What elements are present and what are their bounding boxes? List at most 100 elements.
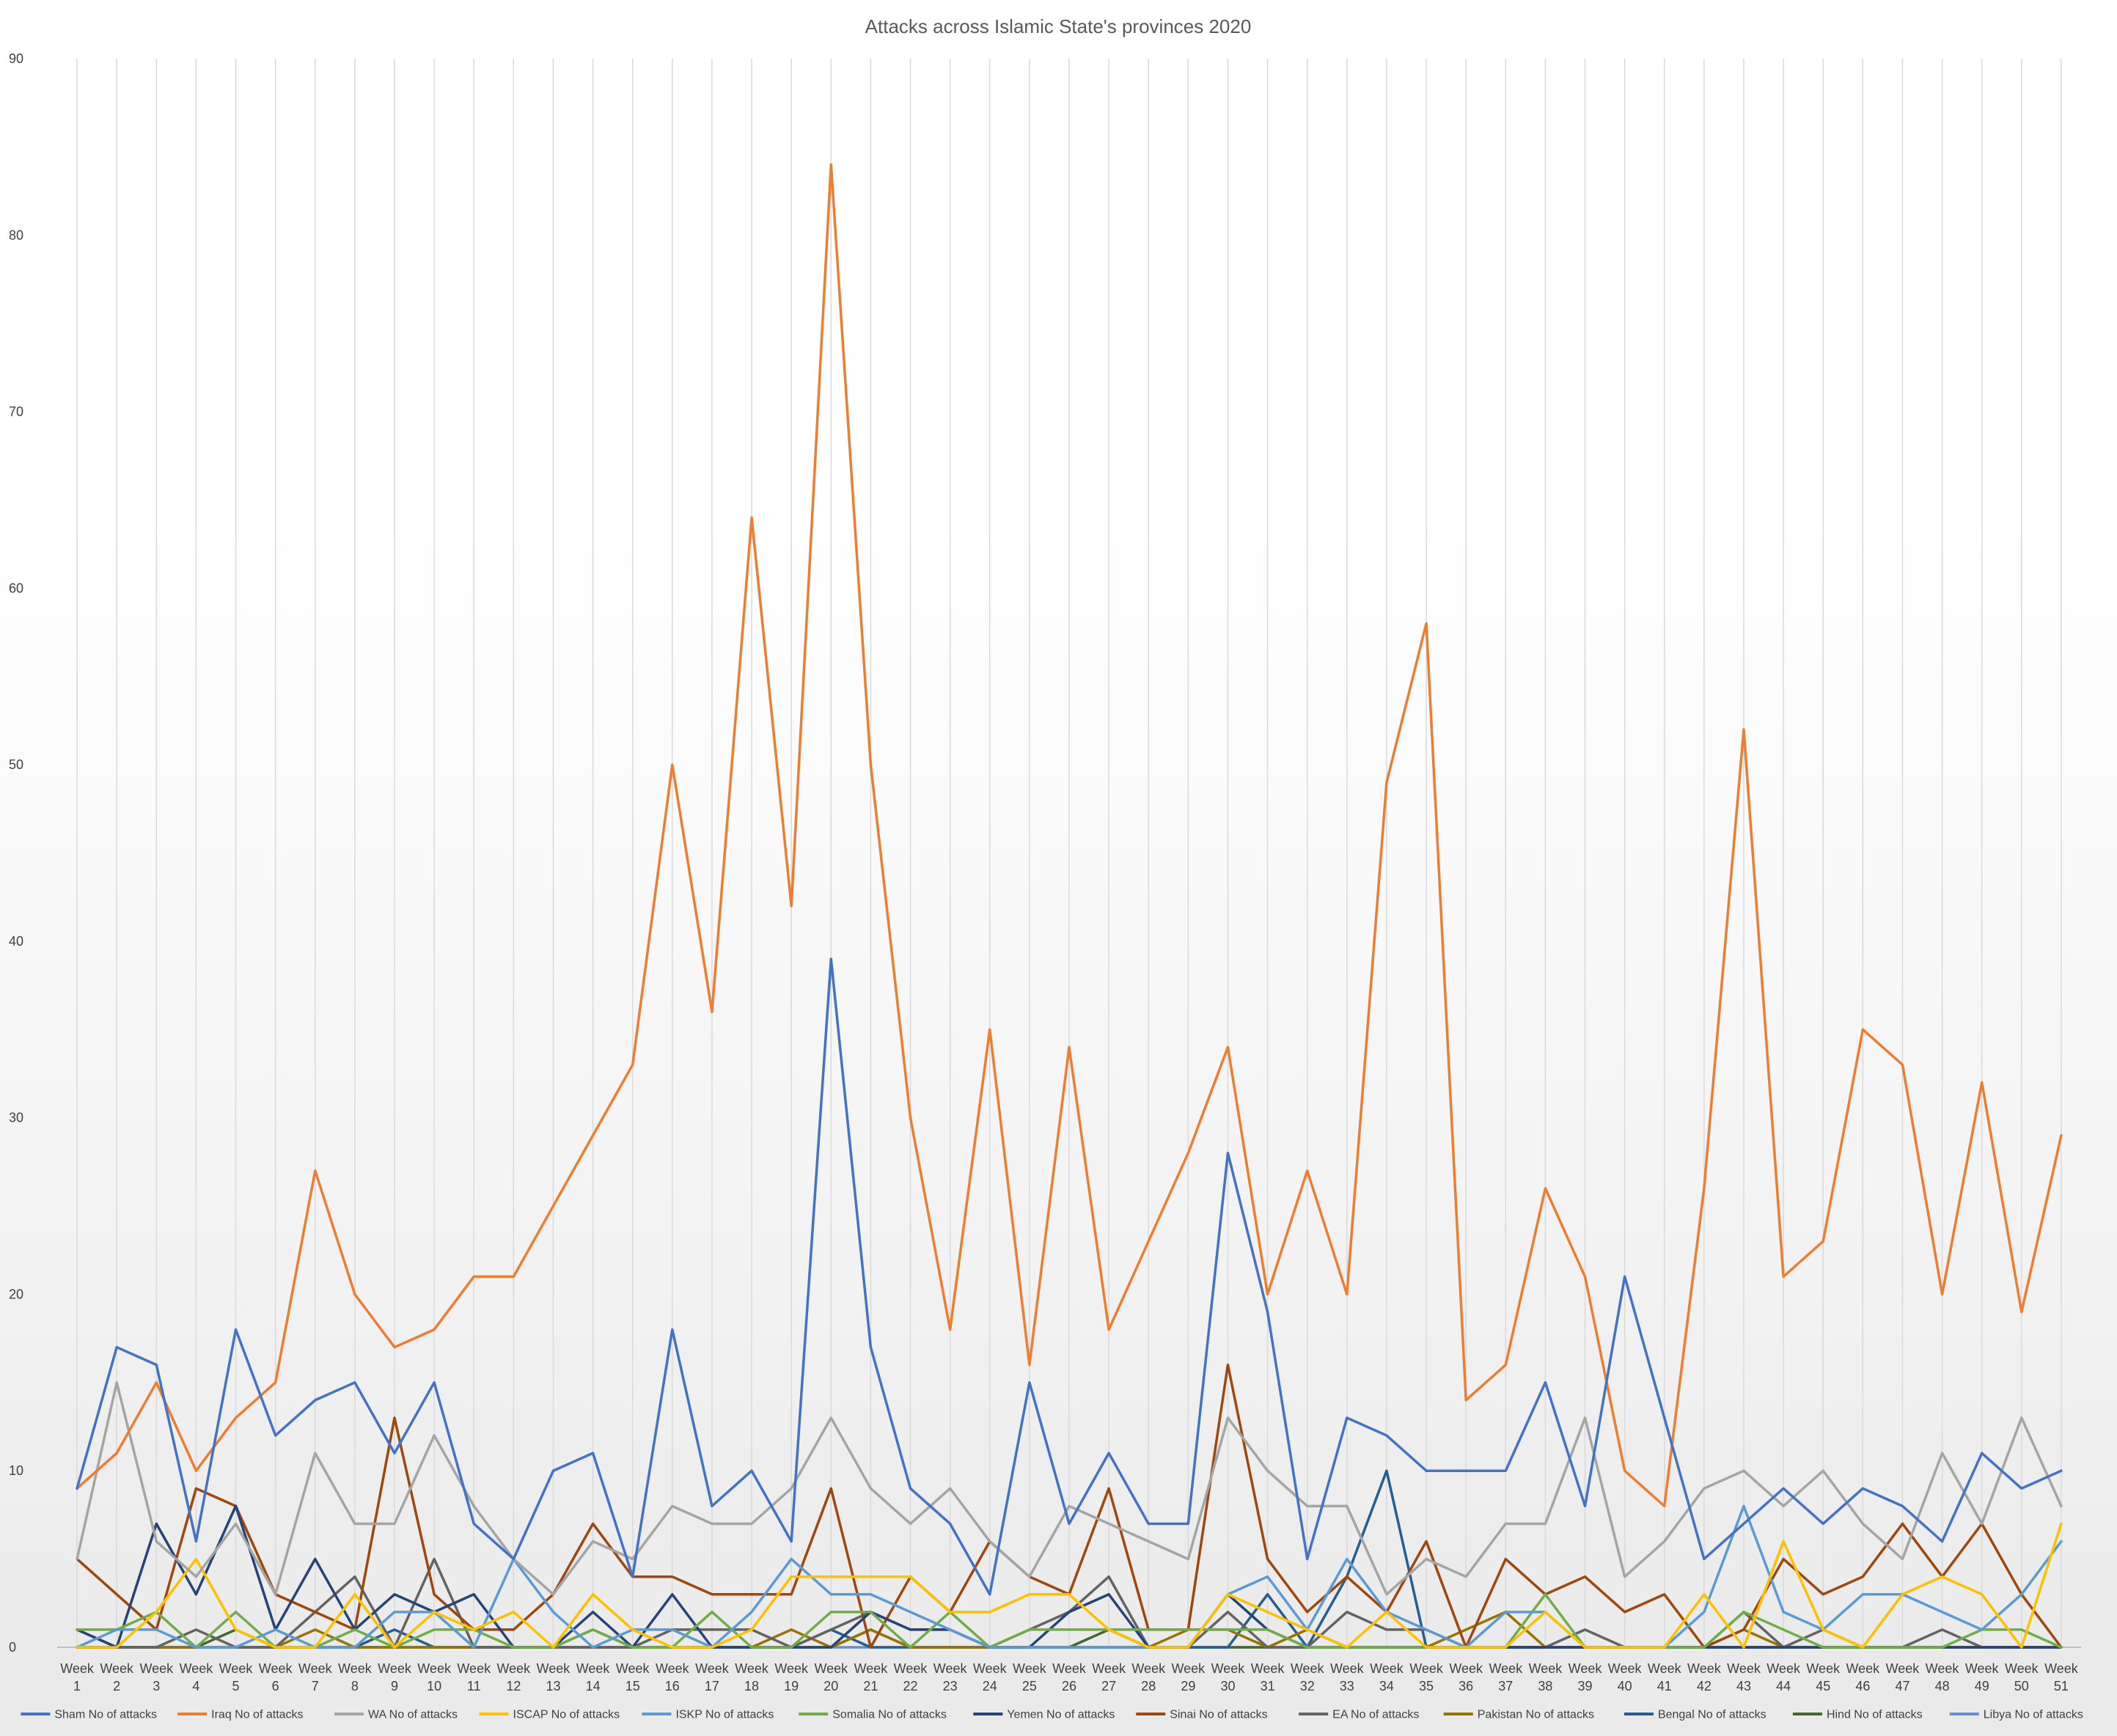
x-tick-label: Week 48 <box>1926 1661 1960 1693</box>
x-tick-label: Week 2 <box>100 1661 134 1693</box>
x-tick-label: Week 35 <box>1409 1661 1444 1693</box>
x-tick-label: Week 46 <box>1846 1661 1881 1693</box>
legend-item: Libya No of attacks <box>1949 1709 2083 1721</box>
y-tick-label: 10 <box>9 1463 23 1478</box>
x-tick-label: Week 30 <box>1211 1661 1246 1693</box>
legend-item: Bengal No of attacks <box>1623 1709 1766 1721</box>
x-tick-label: Week 11 <box>457 1661 491 1693</box>
x-tick-label: Week 17 <box>695 1661 730 1693</box>
chart-title: Attacks across Islamic State's provinces… <box>865 15 1252 37</box>
x-tick-label: Week 37 <box>1489 1661 1523 1693</box>
x-tick-label: Week 23 <box>933 1661 968 1693</box>
series-line <box>76 957 2063 1596</box>
x-tick-label: Week 51 <box>2044 1661 2079 1693</box>
legend-item: EA No of attacks <box>1299 1709 1419 1721</box>
x-tick-label: Week 40 <box>1608 1661 1643 1693</box>
x-tick-label: Week 1 <box>60 1661 95 1693</box>
legend-item: ISKP No of attacks <box>642 1709 774 1721</box>
legend-label: ISCAP No of attacks <box>513 1709 620 1721</box>
legend-label: Libya No of attacks <box>1984 1709 2083 1721</box>
legend-label: ISKP No of attacks <box>675 1709 774 1721</box>
x-tick-label: Week 16 <box>656 1661 690 1693</box>
x-tick-label: Week 12 <box>497 1661 532 1693</box>
legend-item: Somalia No of attacks <box>799 1709 947 1721</box>
y-tick-label: 90 <box>9 51 23 66</box>
legend-item: WA No of attacks <box>334 1709 458 1721</box>
x-tick-label: Week 25 <box>1013 1661 1047 1693</box>
x-tick-label: Week 3 <box>139 1661 174 1693</box>
x-tick-label: Week 42 <box>1687 1661 1722 1693</box>
x-tick-label: Week 13 <box>537 1661 571 1693</box>
legend-item: Yemen No of attacks <box>973 1709 1115 1721</box>
legend-label: Somalia No of attacks <box>832 1709 947 1721</box>
legend-item: Pakistan No of attacks <box>1443 1709 1594 1721</box>
legend-item: Sinai No of attacks <box>1136 1709 1268 1721</box>
series-line <box>76 1381 2063 1596</box>
x-tick-label: Week 43 <box>1727 1661 1761 1693</box>
x-tick-label: Week 33 <box>1330 1661 1365 1693</box>
y-tick-label: 0 <box>9 1640 16 1655</box>
x-tick-label: Week 6 <box>259 1661 293 1693</box>
legend-label: Pakistan No of attacks <box>1478 1709 1594 1721</box>
x-tick-label: Week 44 <box>1766 1661 1801 1693</box>
x-tick-label: Week 18 <box>735 1661 769 1693</box>
legend-label: Sinai No of attacks <box>1170 1709 1267 1721</box>
x-tick-label: Week 22 <box>894 1661 928 1693</box>
x-tick-label: Week 29 <box>1172 1661 1206 1693</box>
x-tick-label: Week 47 <box>1886 1661 1920 1693</box>
legend-item: Hind No of attacks <box>1792 1709 1923 1721</box>
legend-item: Sham No of attacks <box>21 1709 157 1721</box>
legend-label: Bengal No of attacks <box>1658 1709 1766 1721</box>
legend-label: EA No of attacks <box>1332 1709 1419 1721</box>
series-line <box>76 163 2063 1508</box>
x-tick-label: Week 9 <box>378 1661 412 1693</box>
y-tick-label: 20 <box>9 1287 23 1301</box>
series-lines <box>76 163 2063 1649</box>
x-tick-label: Week 27 <box>1092 1661 1126 1693</box>
x-tick-label: Week 14 <box>576 1661 611 1693</box>
legend-label: WA No of attacks <box>368 1709 458 1721</box>
x-tick-label: Week 34 <box>1370 1661 1404 1693</box>
legend-label: Yemen No of attacks <box>1007 1709 1115 1721</box>
series-line <box>76 1504 2063 1649</box>
y-tick-label: 40 <box>9 934 23 949</box>
x-tick-label: Week 26 <box>1052 1661 1087 1693</box>
x-tick-label: Week 50 <box>2005 1661 2039 1693</box>
x-tick-label: Week 36 <box>1449 1661 1483 1693</box>
legend-label: Iraq No of attacks <box>211 1709 303 1721</box>
x-tick-label: Week 10 <box>417 1661 452 1693</box>
x-tick-label: Week 24 <box>973 1661 1008 1693</box>
y-tick-label: 80 <box>9 228 23 243</box>
y-tick-label: 70 <box>9 405 23 419</box>
x-tick-label: Week 41 <box>1648 1661 1682 1693</box>
legend-label: Sham No of attacks <box>54 1709 157 1721</box>
x-tick-label: Week 49 <box>1965 1661 2000 1693</box>
series-line <box>76 1504 2063 1649</box>
x-tick-label: Week 7 <box>298 1661 333 1693</box>
legend-item: Iraq No of attacks <box>177 1709 304 1721</box>
x-tick-label: Week 19 <box>774 1661 809 1693</box>
y-tick-label: 30 <box>9 1111 23 1125</box>
series-line <box>76 1522 2063 1649</box>
y-tick-label: 60 <box>9 581 23 595</box>
x-tick-label: Week 5 <box>219 1661 254 1693</box>
x-tick-label: Week 15 <box>616 1661 650 1693</box>
x-tick-label: Week 39 <box>1569 1661 1603 1693</box>
y-tick-label: 50 <box>9 757 23 772</box>
x-tick-label: Week 31 <box>1251 1661 1285 1693</box>
x-tick-label: Week 21 <box>854 1661 889 1693</box>
x-tick-label: Week 8 <box>338 1661 373 1693</box>
x-tick-label: Week 32 <box>1291 1661 1325 1693</box>
x-tick-label: Week 28 <box>1131 1661 1166 1693</box>
x-tick-label: Week 4 <box>180 1661 214 1693</box>
legend: Sham No of attacks Iraq No of attacks WA N… <box>21 1709 2083 1721</box>
legend-label: Hind No of attacks <box>1827 1709 1923 1721</box>
x-tick-label: Week 45 <box>1806 1661 1841 1693</box>
legend-item: ISCAP No of attacks <box>479 1709 620 1721</box>
x-tick-label: Week 20 <box>814 1661 848 1693</box>
x-tick-label: Week 38 <box>1529 1661 1563 1693</box>
series-line <box>76 1593 2063 1649</box>
